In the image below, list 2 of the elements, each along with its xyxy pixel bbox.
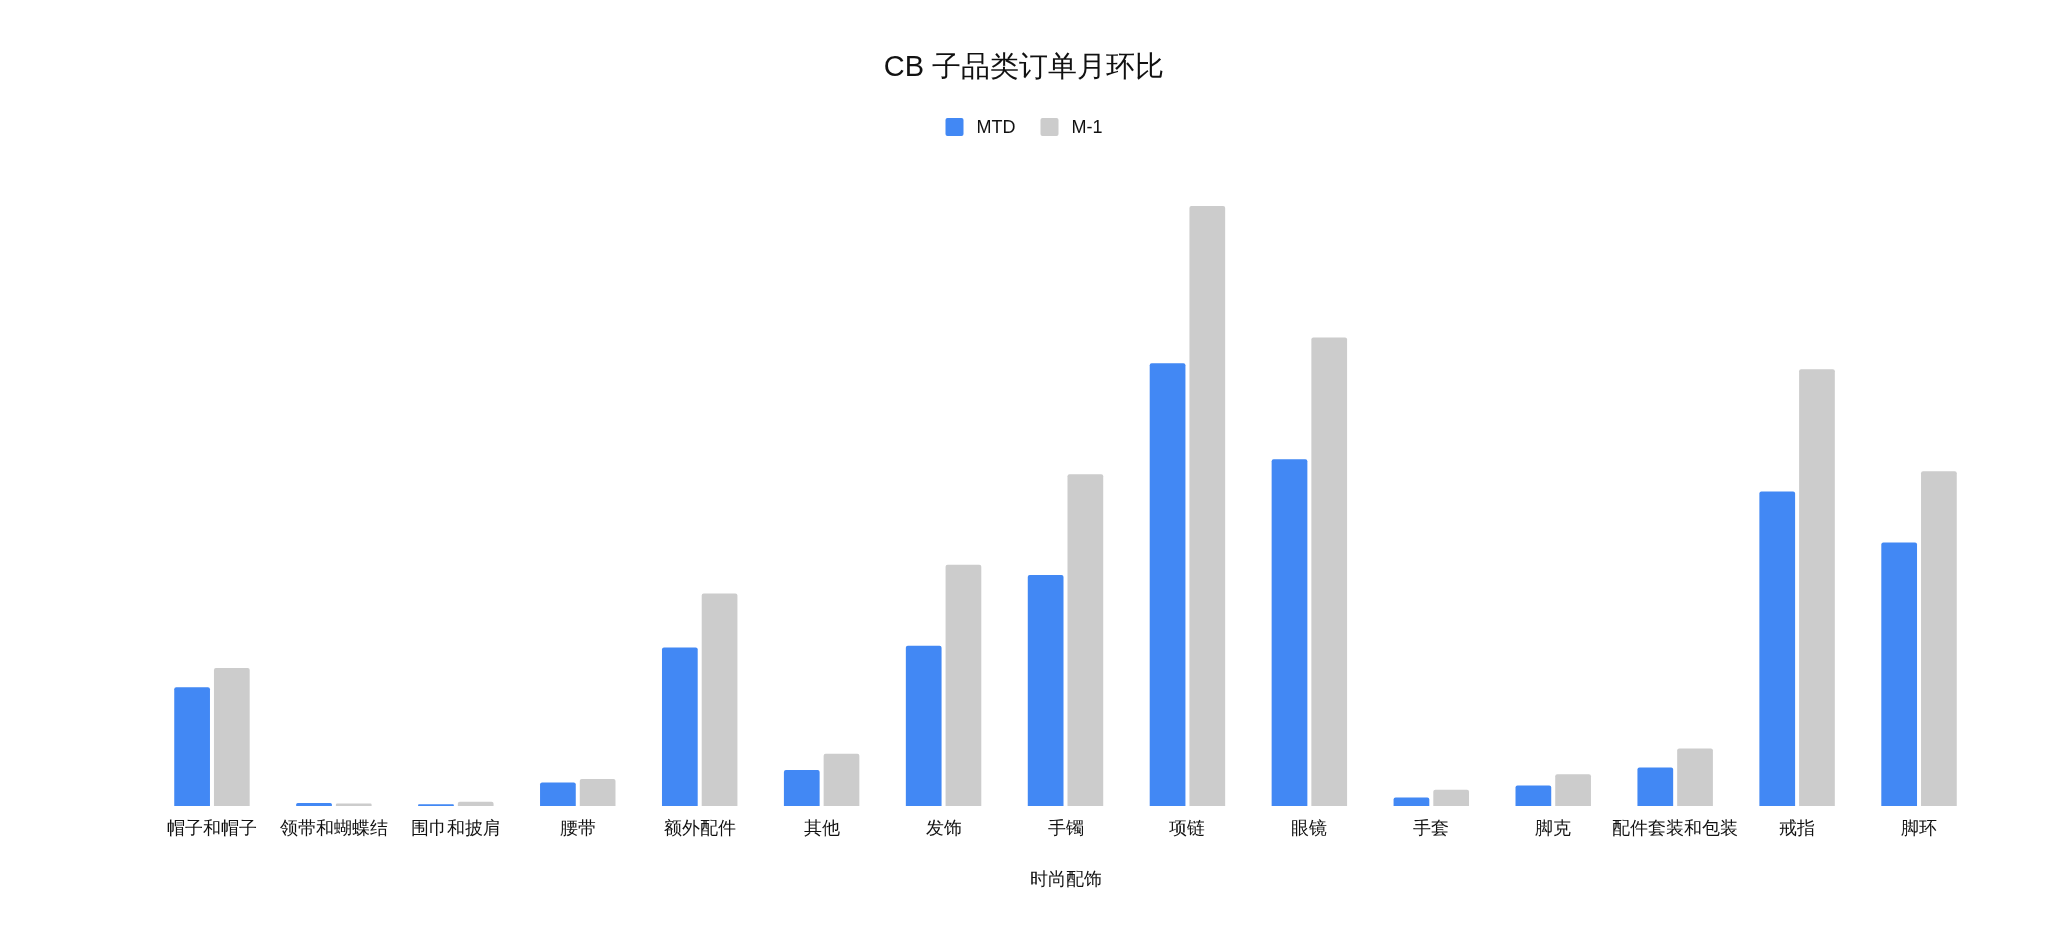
title: CB 子品类订单月环比 xyxy=(883,50,1165,82)
xlabel: 时尚配饰 xyxy=(1029,869,1102,889)
